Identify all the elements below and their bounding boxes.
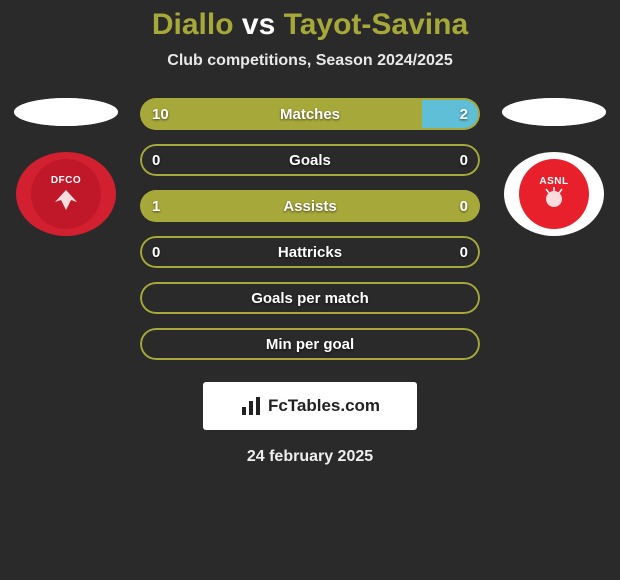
- infographic-root: Diallo vs Tayot-Savina Club competitions…: [0, 0, 620, 466]
- stat-label: Min per goal: [140, 336, 480, 353]
- stat-label: Goals per match: [140, 290, 480, 307]
- thistle-icon: [539, 187, 569, 213]
- stat-row: Hattricks0 0: [140, 236, 480, 268]
- left-badge-text: DFCO: [51, 175, 81, 186]
- stat-row: Assists1 0: [140, 190, 480, 222]
- left-team-badge: DFCO: [16, 152, 116, 236]
- stat-value-left: 0: [152, 244, 160, 261]
- stat-row: Matches10 2: [140, 98, 480, 130]
- stat-value-right: 0: [460, 244, 468, 261]
- right-team-col: ASNL: [498, 98, 610, 236]
- player1-name: Diallo: [152, 8, 234, 41]
- player2-name: Tayot-Savina: [284, 8, 469, 41]
- page-title: Diallo vs Tayot-Savina: [0, 8, 620, 42]
- stat-row: Goals0 0: [140, 144, 480, 176]
- date-label: 24 february 2025: [0, 448, 620, 466]
- eagle-icon: [49, 186, 83, 214]
- stat-label: Hattricks: [140, 244, 480, 261]
- vs-label: vs: [242, 8, 275, 41]
- right-team-badge: ASNL: [504, 152, 604, 236]
- source-text: FcTables.com: [268, 396, 380, 416]
- source-badge: FcTables.com: [203, 382, 417, 430]
- stat-value-left: 10: [152, 106, 169, 123]
- main-row: DFCO Matches102Goals00Assists10Hattricks…: [0, 98, 620, 360]
- stat-row: Goals per match: [140, 282, 480, 314]
- right-flag-icon: [502, 98, 606, 126]
- stat-label: Goals: [140, 152, 480, 169]
- left-flag-icon: [14, 98, 118, 126]
- stat-row: Min per goal: [140, 328, 480, 360]
- stats-bars: Matches102Goals00Assists10Hattricks00Goa…: [140, 98, 480, 360]
- stat-value-right: 2: [460, 106, 468, 123]
- stat-label: Assists: [140, 198, 480, 215]
- stat-value-right: 0: [460, 198, 468, 215]
- stat-value-left: 0: [152, 152, 160, 169]
- subtitle: Club competitions, Season 2024/2025: [0, 52, 620, 70]
- chart-icon: [240, 395, 262, 417]
- right-badge-inner: ASNL: [519, 159, 589, 229]
- stat-value-left: 1: [152, 198, 160, 215]
- left-team-col: DFCO: [10, 98, 122, 236]
- stat-value-right: 0: [460, 152, 468, 169]
- left-badge-inner: DFCO: [31, 159, 101, 229]
- stat-label: Matches: [140, 106, 480, 123]
- right-badge-text: ASNL: [539, 176, 568, 187]
